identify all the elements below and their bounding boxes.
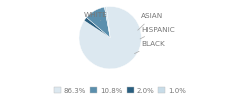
Text: BLACK: BLACK [134,41,165,54]
Text: WHITE: WHITE [84,12,108,21]
Wedge shape [84,18,110,38]
Text: HISPANIC: HISPANIC [140,26,175,39]
Wedge shape [79,7,141,69]
Legend: 86.3%, 10.8%, 2.0%, 1.0%: 86.3%, 10.8%, 2.0%, 1.0% [51,85,189,96]
Wedge shape [86,7,110,38]
Wedge shape [104,7,110,38]
Text: ASIAN: ASIAN [138,13,164,30]
